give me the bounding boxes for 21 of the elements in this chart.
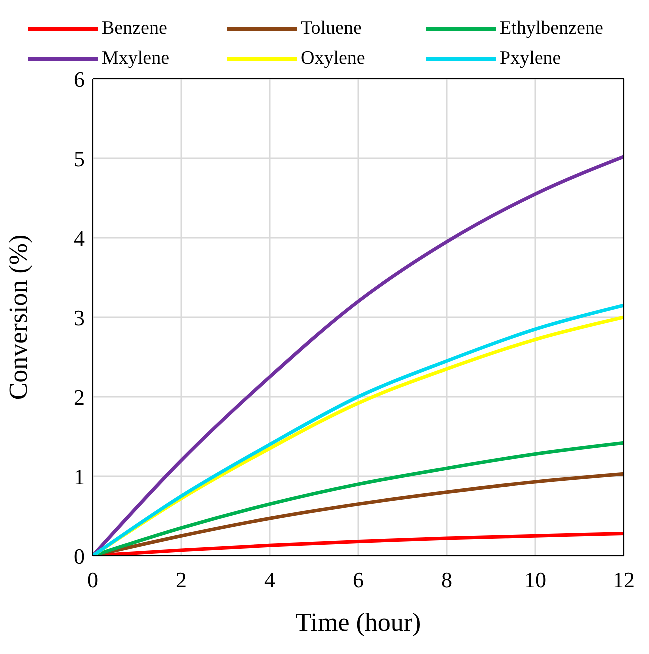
x-tick-label: 6: [353, 568, 364, 593]
y-tick-label: 0: [74, 544, 85, 569]
legend-label: Oxylene: [301, 48, 366, 70]
x-tick-label: 10: [524, 568, 546, 593]
x-tick-label: 8: [442, 568, 452, 593]
y-tick-label: 6: [74, 66, 85, 92]
y-tick-label: 1: [74, 464, 85, 490]
x-tick-label: 12: [613, 568, 635, 593]
y-tick-label: 3: [74, 305, 85, 330]
y-axis-title: Conversion (%): [4, 234, 34, 400]
x-tick-label: 2: [176, 568, 187, 593]
x-axis-title: Time (hour): [296, 608, 422, 637]
y-tick-label: 5: [74, 146, 85, 172]
legend-label: Ethylbenzene: [500, 18, 604, 40]
legend-label: Toluene: [301, 18, 362, 40]
y-tick-label: 4: [74, 226, 85, 251]
legend-label: Benzene: [102, 18, 168, 40]
legend-label: Pxylene: [500, 48, 562, 70]
y-tick-label: 2: [74, 384, 85, 410]
legend-label: Mxylene: [102, 48, 170, 70]
x-tick-label: 4: [264, 568, 276, 593]
